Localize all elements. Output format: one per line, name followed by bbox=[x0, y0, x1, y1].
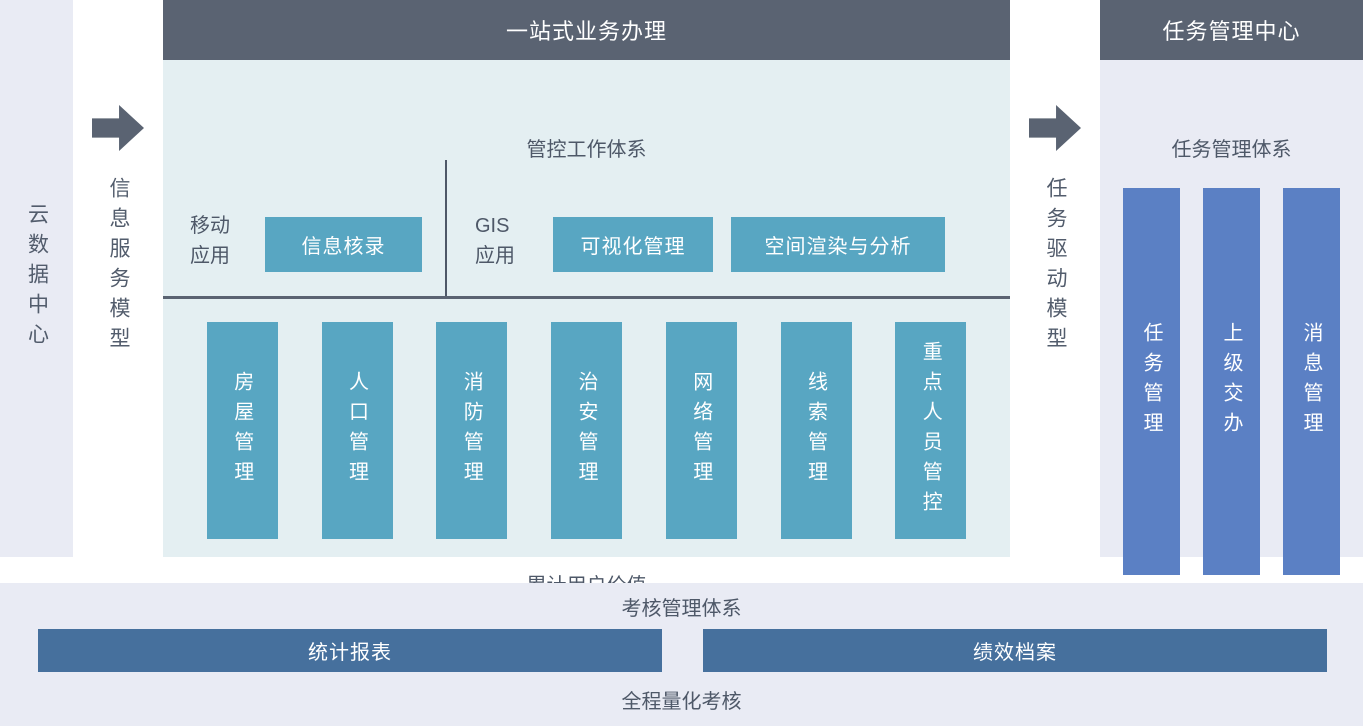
task-modules-row: 任务管理 上级交办 消息管理 bbox=[1100, 188, 1363, 575]
task-management-center-title: 任务管理中心 bbox=[1162, 19, 1301, 44]
task-management-center-panel: 任务管理中心 任务管理体系 任务管理 上级交办 消息管理 bbox=[1100, 0, 1363, 575]
right-arrow-icon bbox=[1029, 105, 1081, 151]
right-arrow-icon bbox=[92, 105, 144, 151]
quantitative-assessment-label: 全程量化考核 bbox=[621, 691, 742, 713]
visual-management-block: 可视化管理 bbox=[553, 217, 713, 272]
statistical-reports-block: 统计报表 bbox=[38, 629, 662, 672]
module-population: 人口管理 bbox=[321, 322, 393, 539]
cloud-data-center-panel: 云数据中心 bbox=[0, 0, 73, 557]
assessment-bars-row: 统计报表 绩效档案 bbox=[38, 629, 1327, 672]
task-driven-flow: 任务驱动模型 bbox=[1010, 0, 1100, 557]
assessment-system-panel: 考核管理体系 统计报表 绩效档案 全程量化考核 bbox=[0, 583, 1363, 726]
one-stop-business-panel: 一站式业务办理 管控工作体系 移动应用 信息核录 GIS 应用 可视化管理 空间… bbox=[163, 0, 1010, 597]
task-driven-model-label: 任务驱动模型 bbox=[1044, 177, 1067, 357]
info-service-flow: 信息服务模型 bbox=[73, 0, 163, 557]
module-clues: 线索管理 bbox=[780, 322, 852, 539]
mobile-app-group-label: 移动应用 bbox=[190, 215, 230, 267]
info-verification-block: 信息核录 bbox=[265, 217, 422, 272]
module-public-security: 治安管理 bbox=[551, 322, 622, 539]
cloud-data-center-label: 云数据中心 bbox=[25, 203, 49, 353]
module-housing: 房屋管理 bbox=[206, 322, 278, 539]
module-task-management: 任务管理 bbox=[1123, 188, 1180, 575]
module-network: 网络管理 bbox=[665, 322, 737, 539]
control-work-system-label: 管控工作体系 bbox=[526, 139, 647, 161]
control-work-system-body: 管控工作体系 移动应用 信息核录 GIS 应用 可视化管理 空间渲染与分析 房屋… bbox=[163, 60, 1010, 597]
task-management-system-body: 任务管理体系 任务管理 上级交办 消息管理 bbox=[1100, 60, 1363, 575]
assessment-system-label: 考核管理体系 bbox=[621, 598, 742, 620]
performance-archive-block: 绩效档案 bbox=[703, 629, 1327, 672]
module-key-personnel: 重点人员管控 bbox=[895, 322, 967, 539]
gis-app-group-label: GIS 应用 bbox=[475, 215, 515, 267]
module-superior-assignment: 上级交办 bbox=[1203, 188, 1260, 575]
module-fire-safety: 消防管理 bbox=[436, 322, 508, 539]
one-stop-business-title: 一站式业务办理 bbox=[505, 19, 667, 44]
group-divider bbox=[445, 160, 447, 297]
task-management-center-header: 任务管理中心 bbox=[1100, 0, 1363, 60]
module-message-management: 消息管理 bbox=[1283, 188, 1340, 575]
spatial-rendering-analysis-block: 空间渲染与分析 bbox=[731, 217, 945, 272]
one-stop-business-header: 一站式业务办理 bbox=[163, 0, 1010, 60]
section-divider bbox=[163, 296, 1010, 299]
task-management-system-label: 任务管理体系 bbox=[1171, 139, 1292, 161]
info-service-model-label: 信息服务模型 bbox=[107, 177, 130, 357]
management-modules-row: 房屋管理 人口管理 消防管理 治安管理 网络管理 线索管理 重点 bbox=[163, 322, 1010, 539]
